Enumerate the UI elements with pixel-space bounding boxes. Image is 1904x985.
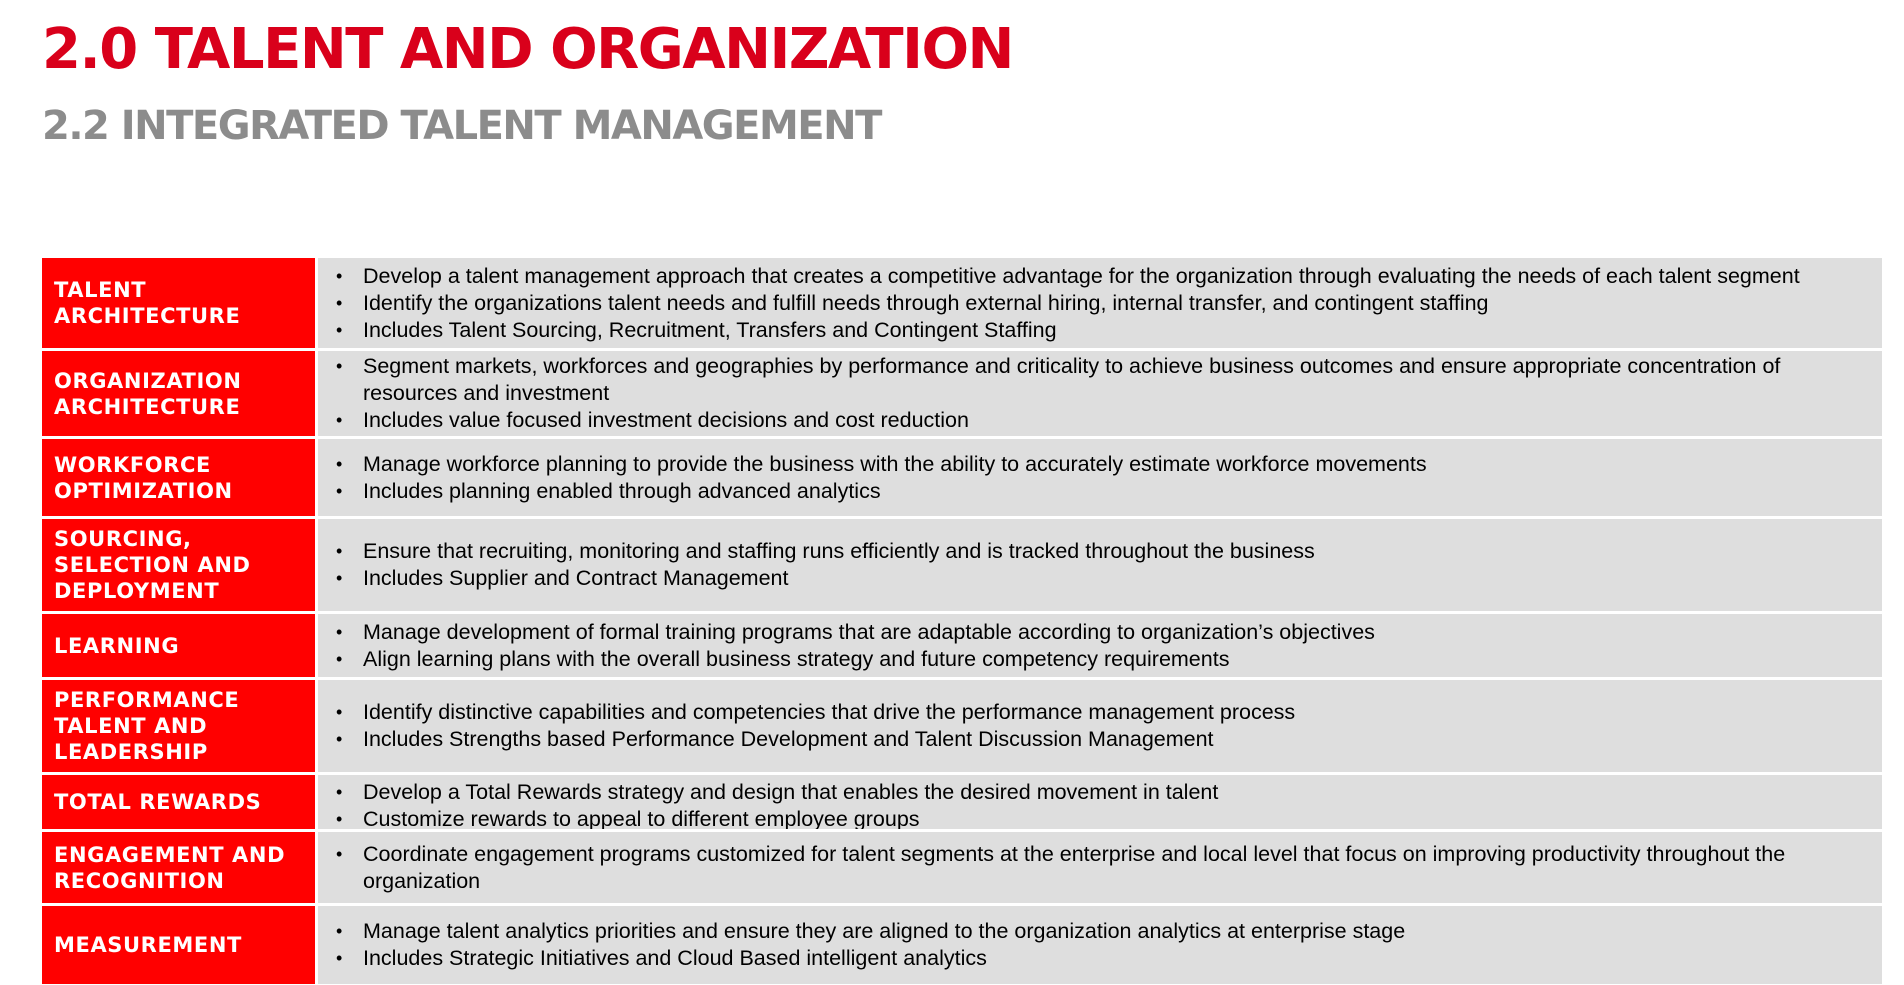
row-content: • Manage talent analytics priorities and …	[318, 906, 1882, 984]
bullet-icon: •	[336, 265, 343, 286]
bullet-icon: •	[336, 782, 343, 802]
row-content: • Ensure that recruiting, monitoring and …	[318, 519, 1882, 611]
bullet-text: Includes value focused investment decisi…	[363, 408, 969, 432]
row-label: TOTAL REWARDS	[42, 775, 318, 829]
row-content: • Develop a talent management approach th…	[318, 258, 1882, 348]
row-label: LEARNING	[42, 614, 318, 677]
bullet-icon: •	[336, 948, 343, 968]
row-content: • Identify distinctive capabilities and c…	[318, 680, 1882, 772]
row-label: ENGAGEMENT AND RECOGNITION	[42, 832, 318, 903]
bullet-icon: •	[336, 648, 343, 669]
bullet-icon: •	[336, 356, 343, 376]
bullet-item: • Manage workforce planning to provide th…	[334, 451, 1858, 478]
talent-management-table: TALENT ARCHITECTURE • Develop a talent ma…	[42, 258, 1882, 984]
bullet-item: • Segment markets, workforces and geograp…	[334, 353, 1858, 407]
bullet-text: Manage development of formal training pr…	[363, 619, 1375, 644]
bullet-icon: •	[336, 921, 343, 941]
row-label-text: ENGAGEMENT AND RECOGNITION	[54, 842, 286, 893]
bullet-text: Develop a talent management approach tha…	[363, 263, 1800, 288]
table-row-total-rewards: TOTAL REWARDS • Develop a Total Rewards s…	[42, 775, 1882, 832]
bullet-item: • Manage talent analytics priorities and …	[334, 918, 1858, 945]
page-title: 2.0 TALENT AND ORGANIZATION	[42, 17, 1014, 82]
bullet-text: Align learning plans with the overall bu…	[363, 646, 1230, 671]
table-row-sourcing-selection-deployment: SOURCING, SELECTION AND DEPLOYMENT • Ensu…	[42, 519, 1882, 614]
bullet-item: • Includes Talent Sourcing, Recruitment, …	[334, 317, 1858, 344]
row-label: SOURCING, SELECTION AND DEPLOYMENT	[42, 519, 318, 611]
row-label: MEASUREMENT	[42, 906, 318, 984]
bullet-icon: •	[336, 809, 343, 829]
bullet-text: Includes Talent Sourcing, Recruitment, T…	[363, 317, 1057, 342]
bullet-item: • Customize rewards to appeal to differen…	[334, 806, 1858, 829]
bullet-item: • Identify the organizations talent needs…	[334, 290, 1858, 317]
bullet-text: Manage workforce planning to provide the…	[363, 451, 1427, 476]
bullet-icon: •	[336, 541, 343, 561]
table-row-talent-architecture: TALENT ARCHITECTURE • Develop a talent ma…	[42, 258, 1882, 351]
row-content: • Coordinate engagement programs customiz…	[318, 832, 1882, 903]
bullet-icon: •	[336, 292, 343, 313]
bullet-item: • Includes Supplier and Contract Manageme…	[334, 565, 1858, 592]
row-label: PERFORMANCE TALENT AND LEADERSHIP	[42, 680, 318, 772]
row-content: • Segment markets, workforces and geograp…	[318, 351, 1882, 436]
bullet-text: Develop a Total Rewards strategy and des…	[363, 780, 1219, 804]
bullet-item: • Includes Strengths based Performance De…	[334, 726, 1858, 753]
bullet-text: Includes planning enabled through advanc…	[363, 478, 881, 503]
bullet-icon: •	[336, 480, 343, 501]
bullet-text: Ensure that recruiting, monitoring and s…	[363, 539, 1315, 563]
bullet-text: Includes Supplier and Contract Managemen…	[363, 566, 789, 590]
table-row-learning: LEARNING • Manage development of formal t…	[42, 614, 1882, 680]
bullet-icon: •	[336, 410, 343, 430]
bullet-item: • Ensure that recruiting, monitoring and …	[334, 538, 1858, 565]
bullet-icon: •	[336, 621, 343, 642]
page-subtitle: 2.2 INTEGRATED TALENT MANAGEMENT	[42, 103, 882, 149]
table-row-performance-talent-leadership: PERFORMANCE TALENT AND LEADERSHIP • Ident…	[42, 680, 1882, 775]
row-label-text: PERFORMANCE TALENT AND LEADERSHIP	[54, 688, 240, 764]
bullet-item: • Develop a talent management approach th…	[334, 263, 1858, 290]
row-label-text: LEARNING	[54, 633, 180, 658]
bullet-icon: •	[336, 702, 343, 722]
bullet-text: Coordinate engagement programs customize…	[363, 841, 1786, 893]
row-label-text: TALENT ARCHITECTURE	[54, 278, 241, 328]
table-row-measurement: MEASUREMENT • Manage talent analytics pri…	[42, 906, 1882, 984]
bullet-item: • Align learning plans with the overall b…	[334, 646, 1858, 673]
table-row-engagement-recognition: ENGAGEMENT AND RECOGNITION • Coordinate e…	[42, 832, 1882, 906]
bullet-text: Customize rewards to appeal to different…	[363, 807, 920, 829]
row-content: • Manage development of formal training p…	[318, 614, 1882, 677]
row-content: • Develop a Total Rewards strategy and de…	[318, 775, 1882, 829]
row-content: • Manage workforce planning to provide th…	[318, 439, 1882, 516]
row-label-text: ORGANIZATION ARCHITECTURE	[54, 368, 242, 419]
bullet-item: • Coordinate engagement programs customiz…	[334, 841, 1858, 895]
bullet-item: • Includes planning enabled through advan…	[334, 478, 1858, 505]
bullet-text: Identify the organizations talent needs …	[363, 290, 1489, 315]
bullet-icon: •	[336, 453, 343, 474]
row-label: TALENT ARCHITECTURE	[42, 258, 318, 348]
bullet-icon: •	[336, 843, 343, 864]
row-label: WORKFORCE OPTIMIZATION	[42, 439, 318, 516]
bullet-item: • Identify distinctive capabilities and c…	[334, 699, 1858, 726]
row-label-text: WORKFORCE OPTIMIZATION	[54, 452, 233, 503]
bullet-item: • Includes Strategic Initiatives and Clou…	[334, 945, 1858, 972]
row-label-text: TOTAL REWARDS	[54, 790, 262, 814]
table-row-organization-architecture: ORGANIZATION ARCHITECTURE • Segment marke…	[42, 351, 1882, 439]
row-label-text: SOURCING, SELECTION AND DEPLOYMENT	[54, 527, 251, 603]
row-label-text: MEASUREMENT	[54, 933, 242, 957]
table-row-workforce-optimization: WORKFORCE OPTIMIZATION • Manage workforce…	[42, 439, 1882, 519]
bullet-text: Identify distinctive capabilities and co…	[363, 700, 1296, 724]
bullet-icon: •	[336, 568, 343, 588]
bullet-item: • Manage development of formal training p…	[334, 619, 1858, 646]
bullet-item: • Develop a Total Rewards strategy and de…	[334, 779, 1858, 806]
bullet-icon: •	[336, 729, 343, 749]
bullet-item: • Includes value focused investment decis…	[334, 407, 1858, 434]
bullet-text: Segment markets, workforces and geograph…	[363, 354, 1781, 405]
row-label: ORGANIZATION ARCHITECTURE	[42, 351, 318, 436]
bullet-text: Manage talent analytics priorities and e…	[363, 919, 1406, 943]
bullet-icon: •	[336, 319, 343, 340]
bullet-text: Includes Strategic Initiatives and Cloud…	[363, 946, 987, 970]
bullet-text: Includes Strengths based Performance Dev…	[363, 727, 1214, 751]
